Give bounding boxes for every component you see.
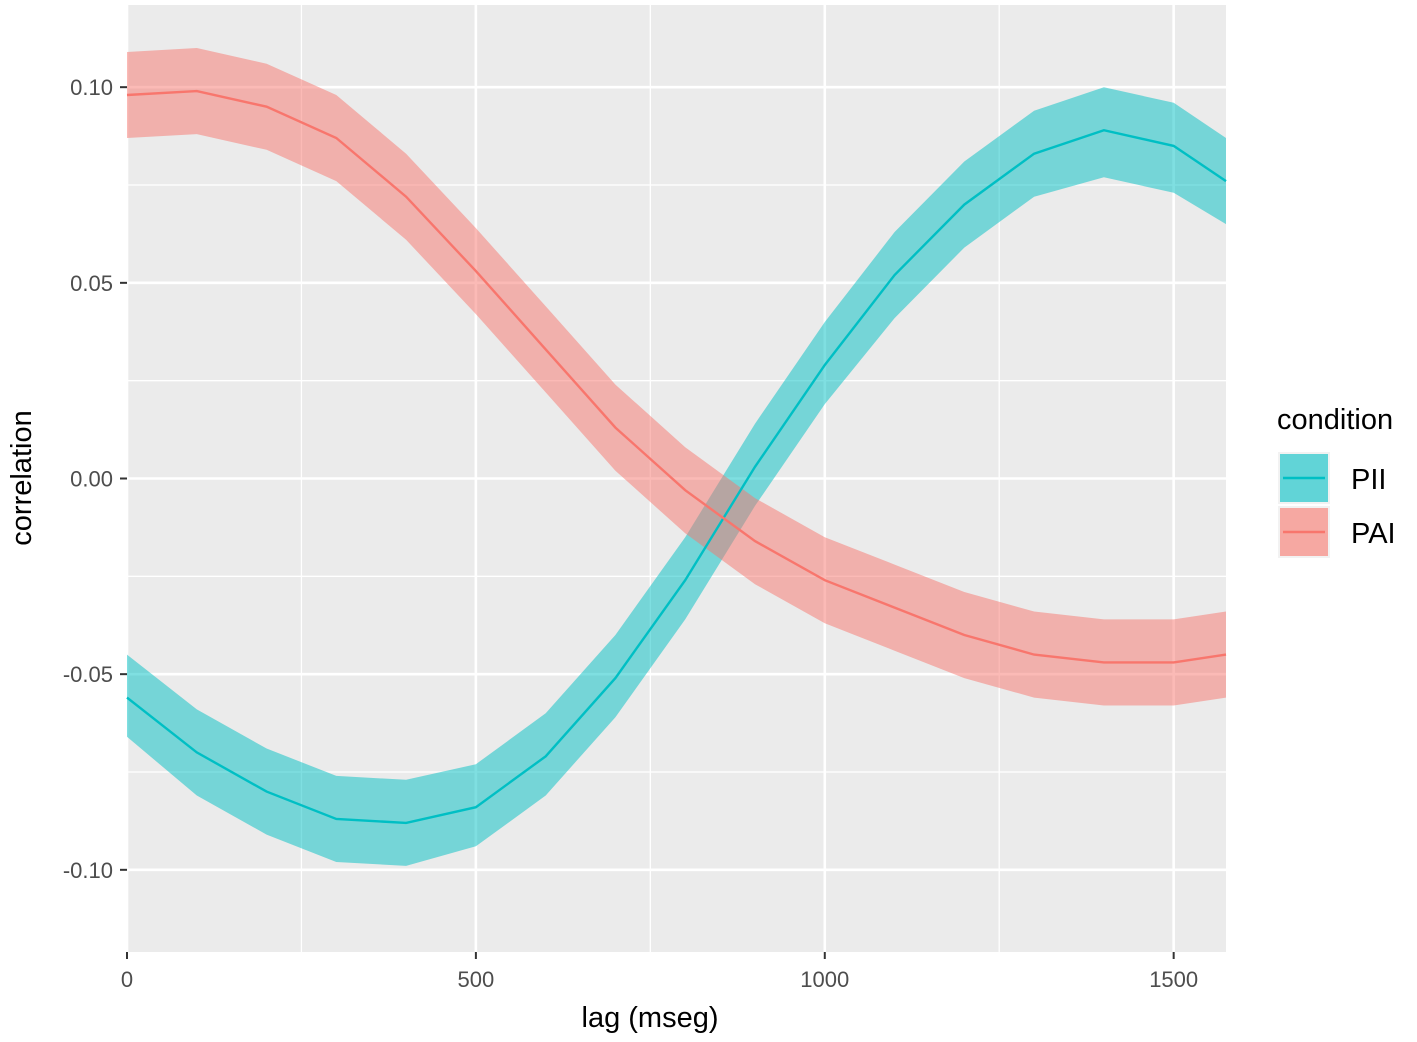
y-tick-label: 0.05 <box>70 271 113 296</box>
legend: condition PII PAI <box>1277 404 1396 558</box>
legend-label-pai: PAI <box>1351 518 1396 550</box>
ribbon-pii <box>127 87 1226 866</box>
ribbon-pai <box>127 48 1226 706</box>
y-axis: 0.10 0.05 0.00 -0.05 -0.10 <box>63 75 127 883</box>
y-tick-label: -0.05 <box>63 662 113 687</box>
x-tick-label: 1000 <box>800 967 849 992</box>
x-tick-label: 0 <box>121 967 133 992</box>
y-tick-label: -0.10 <box>63 858 113 883</box>
series-layer <box>126 48 1227 866</box>
y-axis-title: correlation <box>6 410 38 545</box>
x-tick-label: 1500 <box>1149 967 1198 992</box>
x-axis-title: lag (mseg) <box>582 1002 719 1034</box>
legend-label-pii: PII <box>1351 464 1386 496</box>
y-tick-label: 0.10 <box>70 75 113 100</box>
series-line-pai <box>126 89 1227 664</box>
y-tick-label: 0.00 <box>70 467 113 492</box>
x-axis: 0 500 1000 1500 <box>121 952 1198 992</box>
series-line-pii <box>126 128 1227 825</box>
x-tick-label: 500 <box>458 967 495 992</box>
legend-title: condition <box>1277 404 1393 436</box>
